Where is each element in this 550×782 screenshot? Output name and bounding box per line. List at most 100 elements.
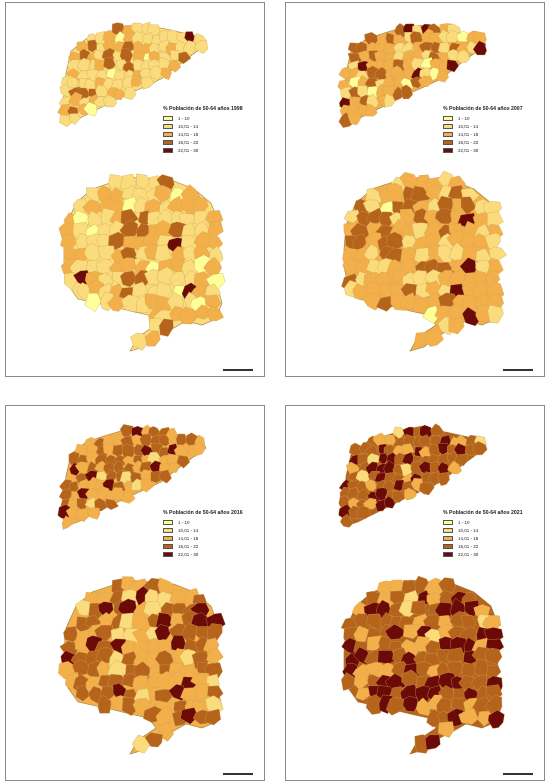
municipality-polygon (95, 646, 114, 664)
legend-label: 18,01 - 22 (458, 543, 479, 549)
legend-swatch (443, 527, 453, 533)
municipality-polygon (438, 721, 455, 739)
municipality-polygon (192, 442, 206, 456)
choropleth-map-2021 (338, 423, 505, 755)
municipality-polygon (399, 208, 417, 225)
municipality-polygon (488, 246, 507, 261)
municipality-polygon (182, 40, 196, 56)
municipality-polygon (487, 709, 505, 729)
municipality-polygon (180, 306, 198, 325)
municipality-polygon (419, 481, 435, 496)
legend-item: 18,01 - 22 (443, 138, 523, 146)
municipality-polygon (487, 304, 504, 324)
legend-label: 22,01 - 30 (178, 551, 199, 557)
municipality-polygon (366, 694, 384, 715)
municipality-polygon (462, 294, 478, 311)
legend-swatch (163, 519, 173, 525)
municipality-polygon (124, 86, 136, 100)
legend-1998: % Población de 50-64 años 1998 1 - 10 10… (163, 106, 243, 154)
legend-label: 1 - 10 (458, 519, 470, 525)
legend-swatch (163, 123, 173, 129)
municipality-polygon (424, 327, 444, 347)
municipality-polygon (121, 697, 138, 717)
legend-label: 1 - 10 (458, 115, 470, 121)
municipality-polygon (159, 318, 174, 337)
municipality-polygon (120, 270, 138, 288)
legend-swatch (163, 115, 173, 121)
legend-swatch (163, 147, 173, 153)
municipality-polygon (86, 69, 101, 82)
scale-bar (503, 771, 533, 777)
municipality-polygon (158, 469, 172, 484)
municipality-polygon (153, 185, 174, 203)
municipality-polygon (61, 515, 75, 530)
map-panel-2021: % Población de 50-64 años 2021 1 - 10 10… (285, 405, 545, 781)
municipality-polygon (425, 734, 441, 751)
legend-item: 22,01 - 30 (163, 146, 243, 154)
legend-label: 10,01 - 14 (458, 123, 479, 129)
municipality-polygon (456, 49, 470, 64)
scale-bar (223, 367, 253, 373)
legend-label: 1 - 10 (178, 115, 190, 121)
municipality-polygon (154, 624, 171, 641)
legend-item: 14,01 - 18 (163, 130, 243, 138)
legend-swatch (443, 543, 453, 549)
municipality-polygon (338, 67, 354, 80)
legend-label: 14,01 - 18 (458, 131, 479, 137)
municipality-polygon (195, 683, 212, 701)
municipality-polygon (65, 671, 80, 691)
legend-2016: % Población de 50-64 años 2016 1 - 10 10… (163, 510, 243, 558)
municipality-polygon (105, 498, 119, 510)
legend-2007: % Población de 50-64 años 2007 1 - 10 10… (443, 106, 523, 154)
legend-item: 1 - 10 (163, 518, 243, 526)
municipality-polygon (422, 305, 441, 324)
municipality-polygon (120, 294, 141, 313)
legend-item: 18,01 - 22 (443, 542, 523, 550)
legend-label: 18,01 - 22 (178, 543, 199, 549)
choropleth-map-2016 (57, 424, 226, 755)
municipality-polygon (447, 460, 462, 475)
legend-title: % Población de 50-64 años 2016 (163, 510, 243, 516)
municipality-polygon (446, 59, 459, 73)
legend-label: 10,01 - 14 (178, 123, 199, 129)
municipality-polygon (341, 672, 358, 691)
municipality-polygon (472, 40, 487, 56)
municipality-polygon (384, 623, 407, 640)
municipality-polygon (97, 695, 112, 714)
municipality-polygon (169, 590, 189, 604)
municipality-polygon (108, 231, 128, 251)
legend-swatch (443, 535, 453, 541)
municipality-polygon (383, 495, 396, 509)
municipality-polygon (454, 453, 468, 467)
municipality-polygon (95, 84, 109, 97)
legend-swatch (163, 131, 173, 137)
municipality-polygon (393, 479, 406, 492)
legend-label: 22,01 - 30 (458, 551, 479, 557)
municipality-polygon (472, 441, 488, 456)
municipality-polygon (194, 40, 208, 54)
municipality-polygon (131, 613, 147, 631)
municipality-polygon (356, 488, 371, 501)
municipality-polygon (86, 507, 101, 520)
scale-bar (223, 771, 253, 777)
legend-item: 10,01 - 14 (163, 122, 243, 130)
legend-swatch (163, 527, 173, 533)
municipality-polygon (140, 479, 154, 493)
municipality-polygon (402, 696, 419, 712)
legend-label: 22,01 - 30 (178, 147, 199, 153)
municipality-polygon (355, 687, 373, 701)
legend-swatch (443, 551, 453, 557)
municipality-polygon (207, 220, 224, 237)
municipality-polygon (392, 490, 407, 503)
legend-swatch (443, 519, 453, 525)
legend-item: 18,01 - 22 (163, 542, 243, 550)
legend-item: 22,01 - 30 (443, 550, 523, 558)
legend-label: 10,01 - 14 (178, 527, 199, 533)
legend-label: 18,01 - 22 (178, 139, 199, 145)
municipality-polygon (158, 434, 172, 447)
legend-label: 14,01 - 18 (178, 131, 199, 137)
legend-item: 14,01 - 18 (163, 534, 243, 542)
municipality-polygon (160, 67, 172, 80)
municipality-polygon (343, 209, 361, 224)
legend-swatch (163, 543, 173, 549)
